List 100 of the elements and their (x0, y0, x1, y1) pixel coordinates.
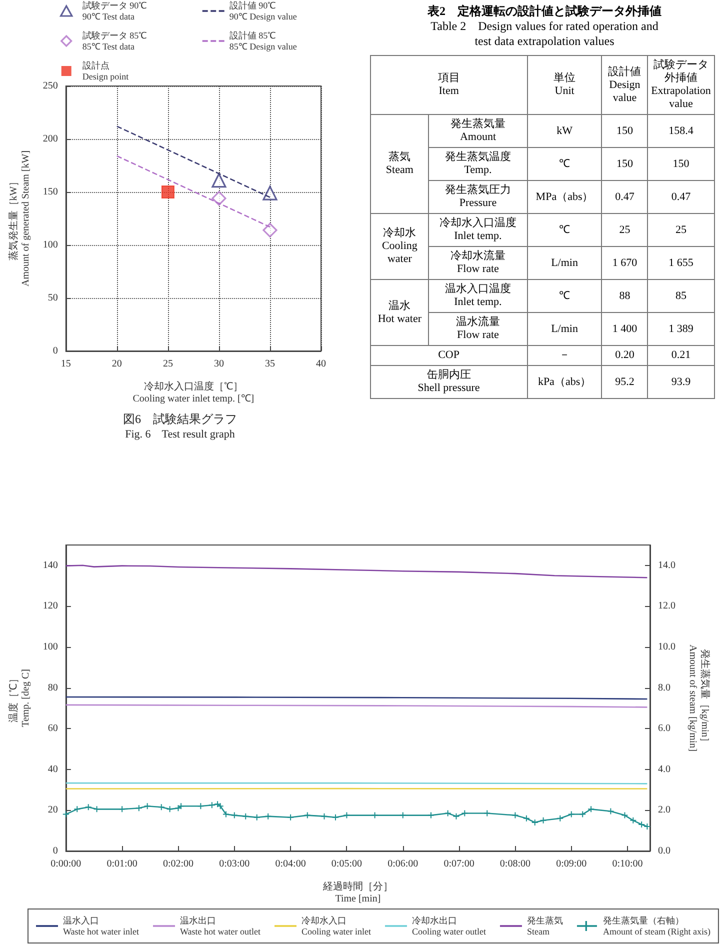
y-tick-label: 100 (42, 240, 58, 250)
point (264, 812, 272, 820)
text: 缶胴内圧 Shell pressure (370, 366, 528, 398)
text: 150 (648, 148, 714, 180)
point (287, 814, 294, 821)
text: Fig. 6 Test result graph (125, 428, 236, 440)
x-tick-label: 0:03:00 (219, 858, 250, 870)
y-tick-label: 100 (42, 642, 58, 652)
y2-axis-title: 発生蒸気量［kg/min］ Amount of steam [kg/min] (686, 644, 711, 752)
y2-tick-label: 12.0 (658, 600, 676, 612)
y-tick-label: 200 (42, 134, 58, 144)
point (166, 806, 174, 813)
y-tick-label: 0 (52, 846, 58, 856)
text: 88 (602, 280, 648, 312)
y-tick-label: 40 (48, 764, 58, 775)
y2-tick-label: 10.0 (658, 642, 676, 652)
point (332, 814, 339, 821)
text: ℃ (527, 214, 602, 246)
x-tick-label: 0:07:00 (444, 858, 474, 870)
point (135, 804, 142, 812)
point (174, 804, 182, 812)
legend-label: 設計点 Design point (82, 60, 130, 82)
x-tick-label: 0:00:00 (50, 858, 82, 870)
point (178, 802, 185, 810)
text: 設計値 Design value (602, 56, 648, 114)
text: 93.9 (648, 366, 714, 398)
point (621, 812, 628, 819)
y2-tick-label: 6.0 (658, 723, 670, 734)
text: kPa（abs） (527, 366, 602, 398)
y-tick-label: 0 (52, 346, 58, 356)
point (630, 816, 637, 824)
x-tick-label: 40 (316, 358, 326, 370)
point (74, 806, 81, 813)
x-tick-label: 0:04:00 (275, 858, 306, 870)
legend-label: 冷却水出口 Cooling water outlet (412, 916, 486, 936)
point (304, 812, 311, 819)
point (522, 814, 530, 822)
point (427, 812, 434, 819)
y-axis-title: 温度［℃］ Temp. [deg C] (8, 669, 32, 727)
point (320, 812, 328, 820)
x-tick-label: 20 (112, 358, 122, 370)
y-tick-label: 50 (48, 292, 58, 304)
text: 図6 試験結果グラフ (123, 412, 237, 426)
x-tick-label: 15 (60, 358, 71, 370)
point (253, 814, 260, 821)
text: 150 (602, 114, 648, 148)
text: 0.21 (648, 346, 714, 366)
point (607, 808, 614, 815)
point (144, 802, 151, 810)
point (158, 804, 165, 811)
legend-label: 冷却水入口 Cooling water inlet (302, 916, 372, 936)
text: 1 400 (602, 312, 648, 346)
y-tick-label: 140 (42, 560, 58, 571)
x-tick-label: 0:10:00 (612, 858, 643, 870)
text: 発生蒸気量 Amount (428, 114, 528, 148)
point (556, 814, 564, 822)
legend-label: 試験データ 85℃ 85℃ Test data (82, 30, 147, 52)
point (216, 802, 224, 810)
y2-tick-label: 2.0 (658, 804, 670, 816)
x-tick-label: 0:05:00 (331, 858, 362, 870)
x-tick-label: 30 (214, 358, 224, 370)
text: 冷却水流量 Flow rate (428, 246, 528, 280)
point (512, 812, 519, 819)
text: MPa（abs） (527, 180, 602, 214)
text: L/min (527, 246, 602, 280)
point (197, 802, 204, 810)
point (161, 186, 174, 198)
text: 158.4 (648, 114, 714, 148)
text: 冷却水 Cooling water (370, 214, 429, 280)
point (588, 806, 595, 813)
legend-label: 温水出口 Waste hot water outlet (180, 916, 261, 936)
text: 温水流量 Flow rate (428, 312, 528, 346)
point (212, 191, 226, 206)
point (222, 810, 230, 818)
point (461, 810, 468, 817)
point (84, 804, 92, 811)
text: 150 (602, 148, 648, 180)
y-tick-label: 120 (42, 600, 58, 612)
y-axis-title: 蒸気発生量［kW］ Amount of generated Steam [kW] (8, 150, 32, 287)
text: 25 (648, 214, 714, 246)
text: 0.47 (602, 180, 648, 214)
legend-label: 発生蒸気量（右軸） Amount of steam (Right axis) (602, 916, 710, 936)
y2-tick-label: 4.0 (658, 764, 670, 775)
point (399, 812, 406, 819)
point (452, 812, 460, 820)
point (118, 806, 126, 813)
legend-label: 発生蒸気 Steam (526, 916, 563, 936)
y2-tick-label: 14.0 (658, 560, 676, 571)
x-tick-label: 35 (264, 358, 275, 370)
point (531, 818, 538, 826)
y-tick-label: 250 (42, 80, 58, 92)
legend-label: 試験データ 90℃ 90℃ Test data (82, 0, 147, 22)
x-axis-title: 経過時間［分］ Time [min] (322, 880, 393, 904)
point (540, 816, 547, 824)
text: L/min (527, 312, 602, 346)
point (230, 812, 238, 819)
point (262, 222, 278, 238)
x-tick-label: 0:08:00 (500, 858, 530, 870)
text: ℃ (527, 280, 602, 312)
point (242, 812, 250, 820)
